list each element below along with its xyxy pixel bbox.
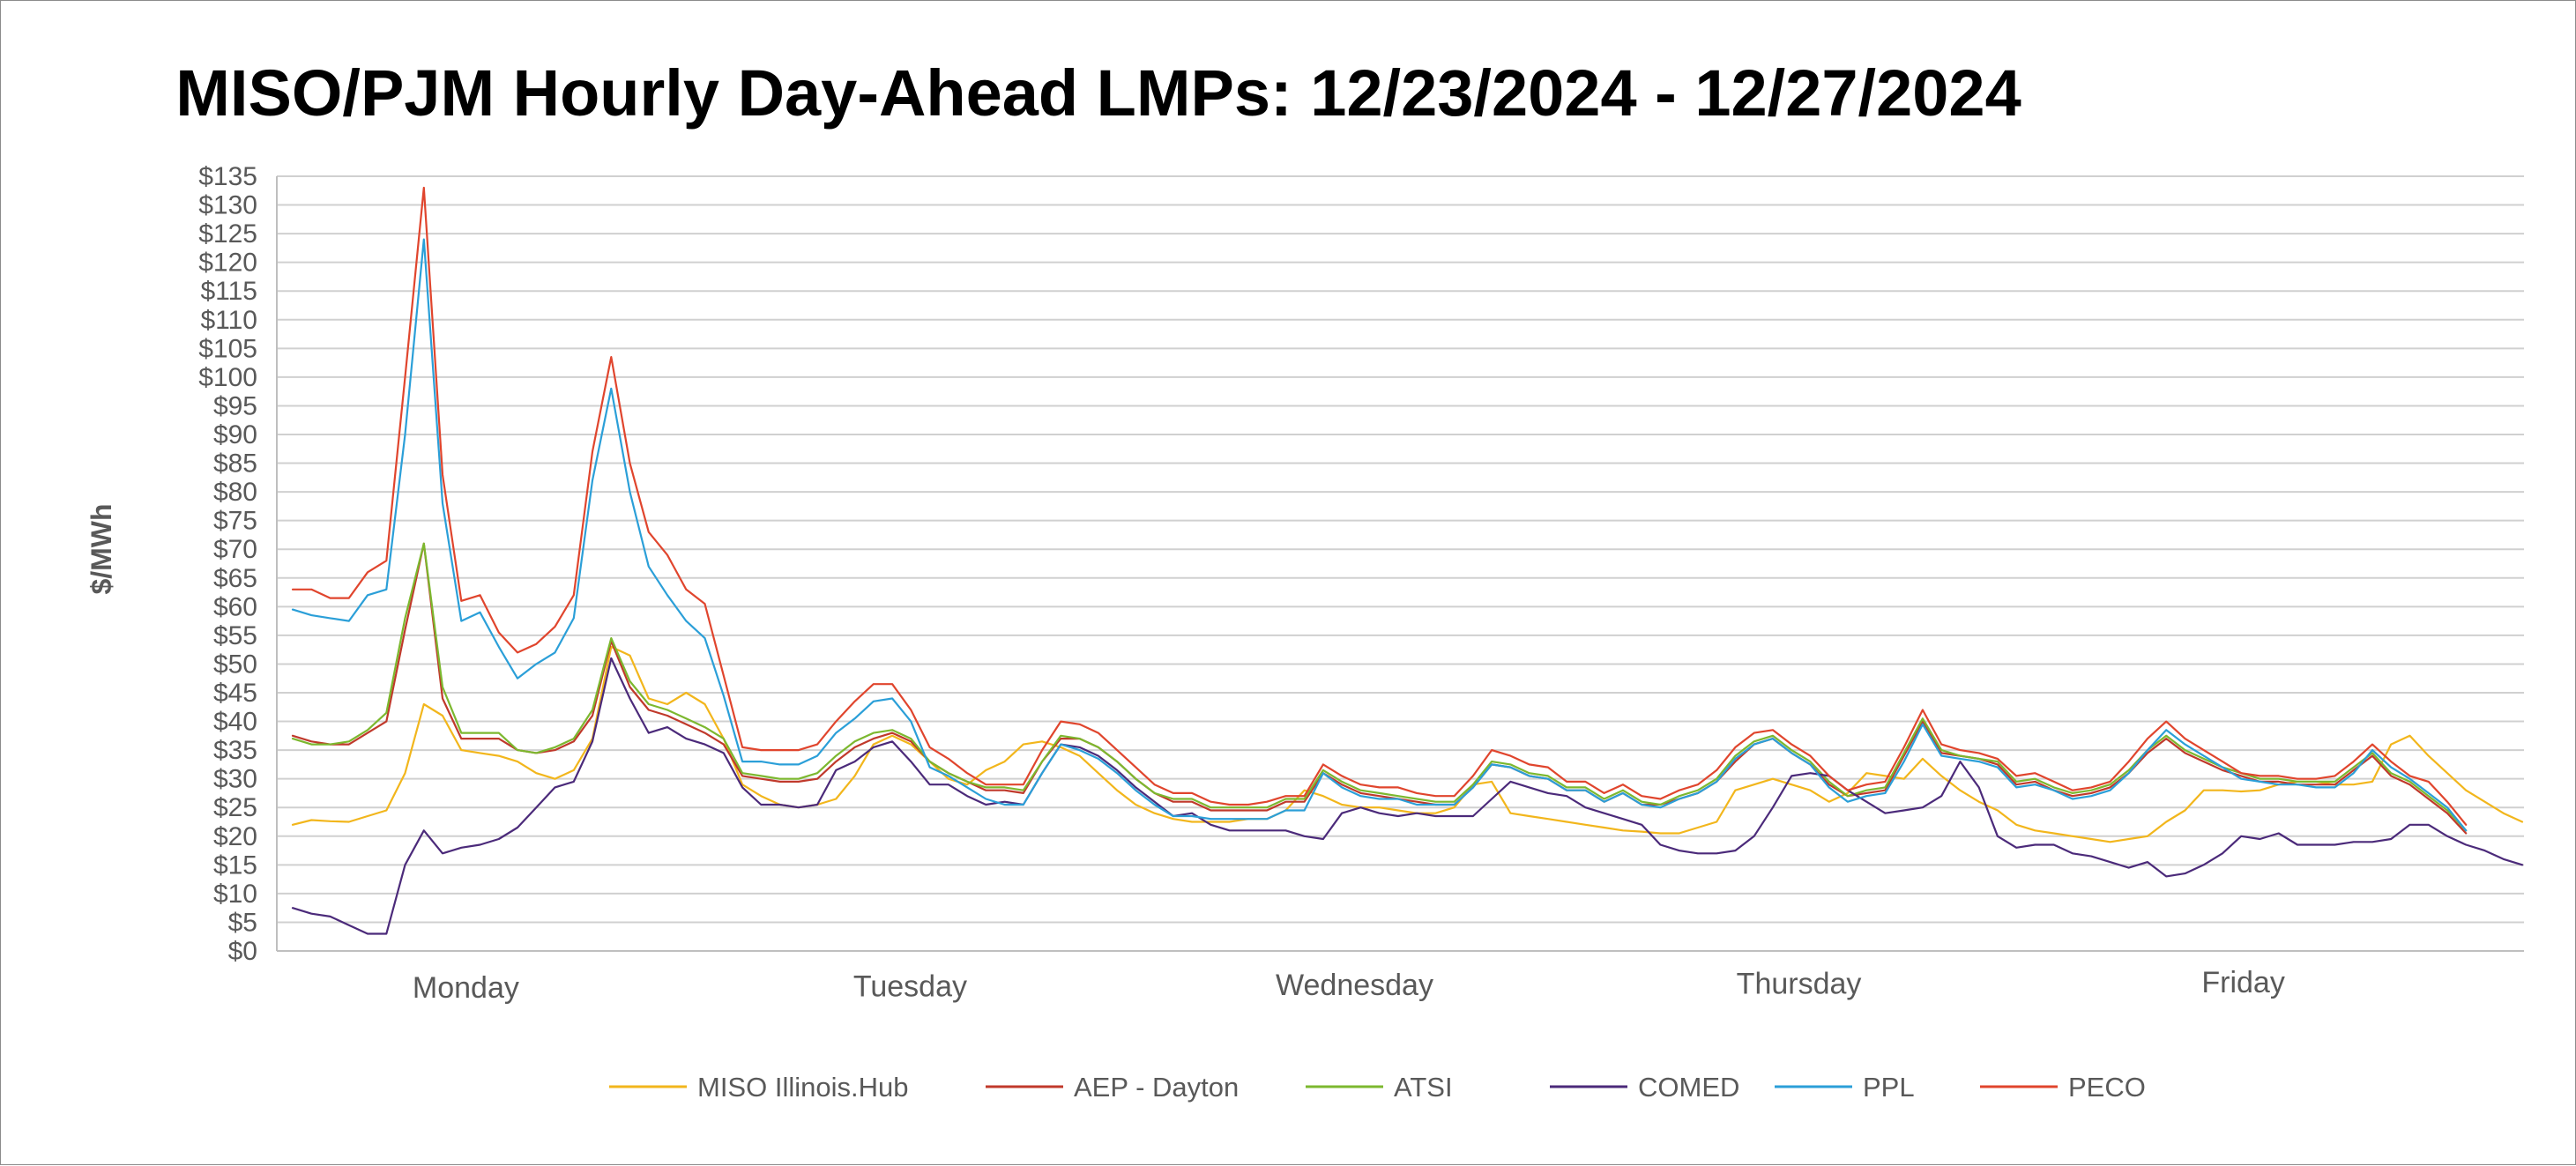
y-tick-label: $50 <box>213 650 257 679</box>
y-tick-label: $100 <box>198 363 257 392</box>
y-tick-label: $40 <box>213 708 257 737</box>
series-lines <box>291 186 2524 935</box>
x-tick-label: Tuesday <box>853 970 967 1004</box>
y-tick-label: $60 <box>213 592 257 621</box>
series-line-miso-illinois-hub <box>291 645 2524 843</box>
y-tick-label: $35 <box>213 736 257 765</box>
y-tick-label: $110 <box>200 306 257 335</box>
y-tick-label: $120 <box>198 249 257 278</box>
series-line-atsi <box>291 542 2468 832</box>
legend-label: ATSI <box>1394 1072 1453 1103</box>
y-tick-label: $80 <box>213 478 257 507</box>
y-tick-label: $25 <box>213 793 257 822</box>
y-tick-label: $75 <box>213 507 257 536</box>
y-tick-label: $130 <box>198 191 257 220</box>
legend-label: PPL <box>1863 1072 1915 1103</box>
series-line-comed <box>291 657 2524 935</box>
y-tick-label: $95 <box>213 391 257 420</box>
y-tick-label: $105 <box>198 334 257 363</box>
y-tick-label: $125 <box>198 219 257 249</box>
x-tick-label: Thursday <box>1737 968 1862 1001</box>
y-tick-label: $5 <box>228 908 257 937</box>
legend-label: AEP - Dayton <box>1074 1072 1239 1103</box>
x-tick-label: Friday <box>2201 966 2284 999</box>
y-tick-label: $10 <box>213 880 257 909</box>
y-axis-label: $/MWh <box>86 503 117 594</box>
y-tick-label: $20 <box>213 822 257 851</box>
y-tick-label: $115 <box>200 277 257 306</box>
x-tick-label: Wednesday <box>1276 969 1433 1002</box>
legend: MISO Illinois.Hub AEP - Dayton ATSI COMED PP… <box>609 1072 2146 1103</box>
chart-title: MISO/PJM Hourly Day-Ahead LMPs: 12/23/20… <box>175 56 2021 130</box>
legend-label: PECO <box>2068 1072 2146 1103</box>
y-axis-ticks: $0$5$10$15$20$25$30$35$40$45$50$55$60$65… <box>198 162 257 966</box>
y-tick-label: $30 <box>213 765 257 794</box>
legend-label: COMED <box>1638 1072 1739 1103</box>
legend-label: MISO Illinois.Hub <box>697 1072 908 1103</box>
x-axis-ticks: Monday Tuesday Wednesday Thursday Friday <box>413 966 2285 1005</box>
y-tick-label: $70 <box>213 535 257 564</box>
series-line-peco <box>291 186 2468 826</box>
gridlines <box>276 175 2524 952</box>
series-line-aep-dayton <box>291 542 2468 835</box>
y-tick-label: $45 <box>213 679 257 708</box>
y-tick-label: $90 <box>213 420 257 449</box>
y-tick-label: $0 <box>228 937 257 966</box>
x-tick-label: Monday <box>413 971 519 1005</box>
y-tick-label: $15 <box>213 850 257 880</box>
y-tick-label: $85 <box>213 449 257 479</box>
y-tick-label: $135 <box>198 162 257 191</box>
y-tick-label: $65 <box>213 564 257 593</box>
y-tick-label: $55 <box>213 621 257 650</box>
series-line-ppl <box>291 238 2468 832</box>
